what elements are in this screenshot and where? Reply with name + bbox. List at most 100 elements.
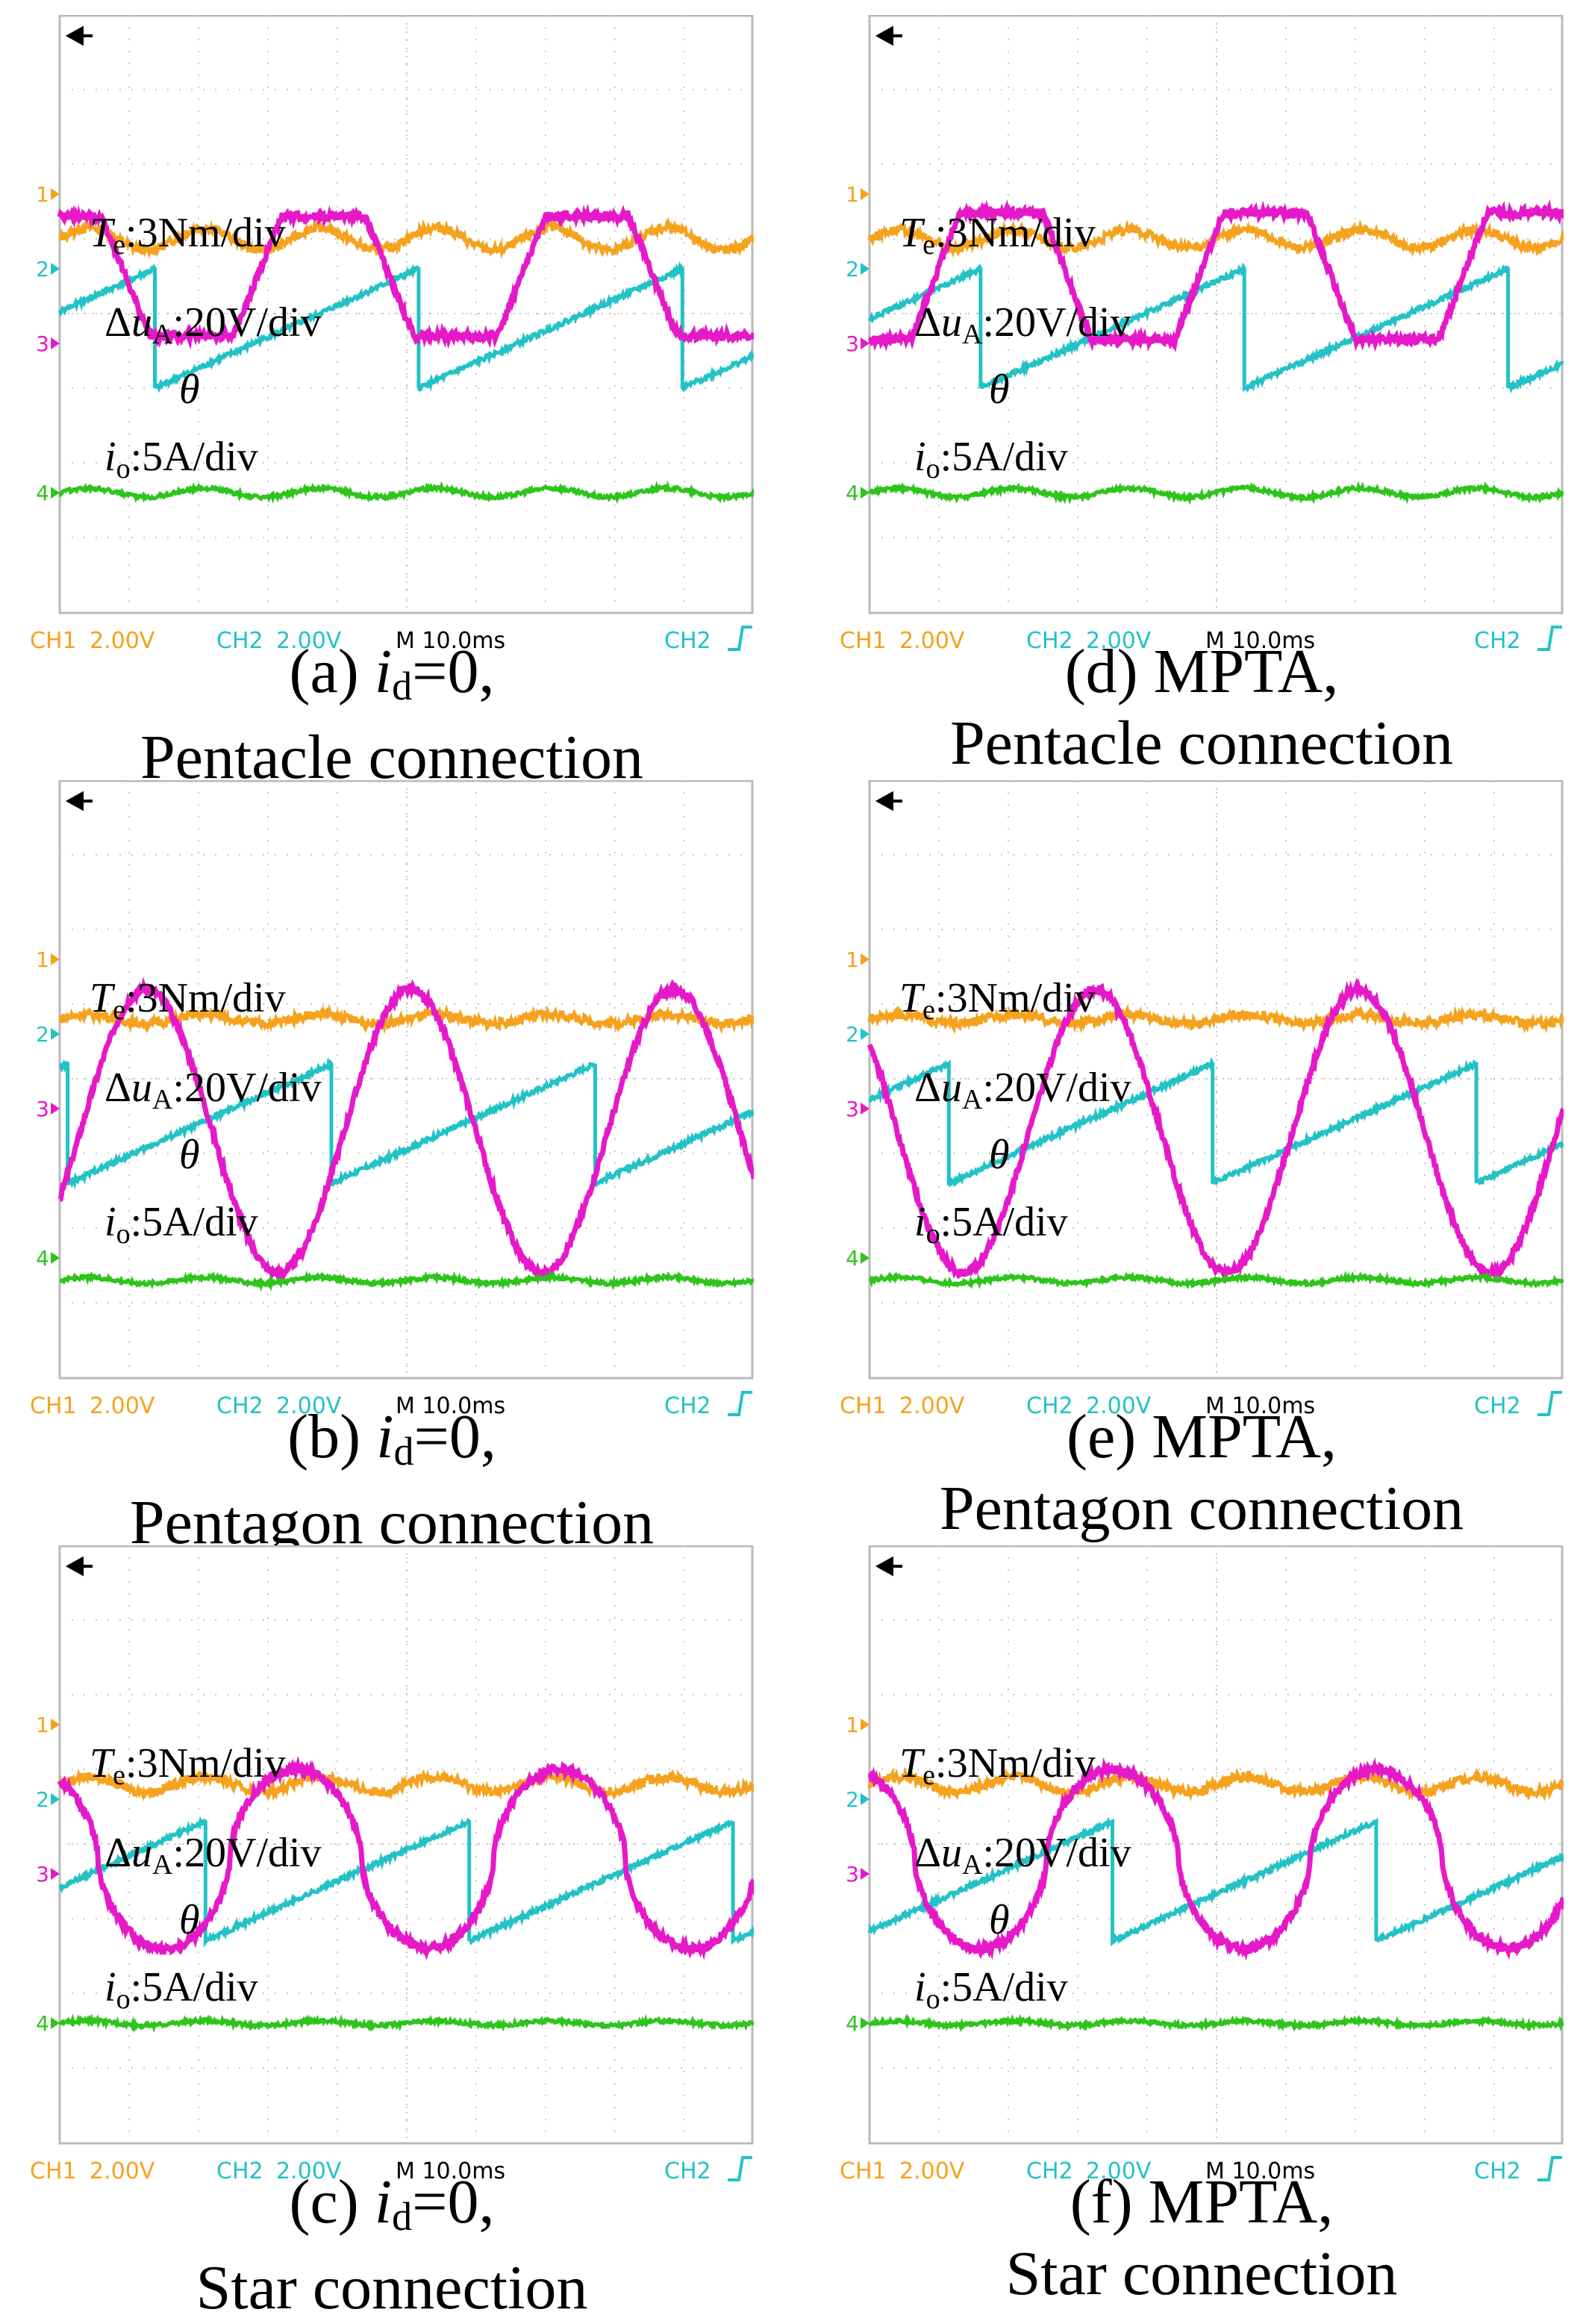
caption-line-1: (f) MPTA,	[1070, 2167, 1334, 2237]
voltage-trace	[57, 203, 754, 350]
channel-marker-arrow-icon	[51, 1252, 60, 1264]
angle-trace	[58, 1816, 754, 1948]
status-ch1: CH1	[840, 2158, 887, 2184]
angle-label: θ	[179, 367, 200, 413]
status-trigger-source: CH2	[1474, 1393, 1521, 1419]
channel-marker-4: 4	[36, 481, 49, 505]
channel-marker-arrow-icon	[51, 953, 60, 965]
trigger-position-icon	[875, 1556, 902, 1577]
status-timebase: M 10.0ms	[1205, 2158, 1315, 2184]
channel-marker-arrow-icon	[861, 487, 870, 499]
voltage-label: ΔuA:20V/div	[104, 299, 322, 350]
status-ch2-scale: 2.00V	[276, 1393, 342, 1419]
channel-marker-1: 1	[846, 182, 859, 207]
channel-marker-3: 3	[846, 1862, 859, 1887]
status-ch1: CH1	[840, 628, 887, 654]
caption-line-2: Star connection	[1005, 2239, 1398, 2308]
channel-marker-1: 1	[36, 182, 49, 207]
caption-line-2: Star connection	[196, 2253, 588, 2323]
caption-line-1: (e) MPTA,	[1067, 1402, 1337, 1471]
status-trigger-source: CH2	[1474, 628, 1521, 654]
status-ch2: CH2	[216, 628, 263, 654]
channel-marker-3: 3	[36, 1862, 49, 1887]
status-ch1: CH1	[30, 1393, 77, 1419]
status-ch2-scale: 2.00V	[276, 2158, 342, 2184]
channel-marker-2: 2	[36, 1022, 49, 1047]
status-ch1: CH1	[30, 628, 77, 654]
angle-label: θ	[179, 1132, 200, 1178]
channel-marker-2: 2	[36, 257, 49, 281]
status-trigger-source: CH2	[664, 1393, 711, 1419]
current-label: io:5A/div	[104, 434, 258, 485]
voltage-trace	[867, 976, 1564, 1285]
trigger-edge-icon	[1537, 2156, 1562, 2181]
torque-label: Te:3Nm/div	[899, 975, 1096, 1026]
scope-screen: 1 2 3 4 Te:3Nm/div θ ΔuA:20V/div io:5A/div CH1 2.…	[840, 780, 1564, 1419]
caption-line-1: (c) id=0,	[289, 2167, 495, 2239]
trigger-edge-icon	[1537, 626, 1562, 651]
channel-marker-arrow-icon	[861, 1103, 870, 1115]
scope-screen: 1 2 3 4 Te:3Nm/div θ ΔuA:20V/div io:5A/div CH1 2.…	[30, 780, 754, 1419]
torque-label: Te:3Nm/div	[899, 1740, 1096, 1791]
status-ch2: CH2	[1026, 628, 1073, 654]
status-ch1-scale: 2.00V	[90, 1393, 155, 1419]
current-trace	[867, 481, 1564, 505]
channel-marker-arrow-icon	[861, 1028, 870, 1040]
voltage-label: ΔuA:20V/div	[104, 1830, 322, 1881]
status-timebase: M 10.0ms	[1205, 1393, 1315, 1419]
channel-marker-3: 3	[846, 1097, 859, 1121]
status-ch1-scale: 2.00V	[899, 1393, 965, 1419]
panel-e: 1 2 3 4 Te:3Nm/div θ ΔuA:20V/div io:5A/div CH1 2.…	[840, 780, 1564, 1543]
panel-caption: (f) MPTA, Star connection	[840, 2166, 1564, 2310]
panel-c: 1 2 3 4 Te:3Nm/div θ ΔuA:20V/div io:5A/div CH1 2.…	[30, 1545, 754, 2323]
channel-marker-2: 2	[36, 1787, 49, 1812]
status-trigger-source: CH2	[664, 2158, 711, 2184]
torque-label: Te:3Nm/div	[90, 975, 286, 1026]
status-ch1: CH1	[840, 1393, 887, 1419]
channel-marker-arrow-icon	[861, 1793, 870, 1805]
channel-marker-4: 4	[846, 481, 859, 505]
panel-caption: (d) MPTA, Pentacle connection	[840, 636, 1564, 779]
angle-label: θ	[989, 367, 1010, 413]
channel-marker-arrow-icon	[861, 1252, 870, 1264]
voltage-trace	[867, 1757, 1564, 1961]
channel-marker-1: 1	[846, 1713, 859, 1737]
channel-marker-1: 1	[36, 947, 49, 972]
status-ch2: CH2	[216, 2158, 263, 2184]
panel-f: 1 2 3 4 Te:3Nm/div θ ΔuA:20V/div io:5A/div CH1 2.…	[840, 1545, 1564, 2308]
channel-marker-arrow-icon	[51, 487, 60, 499]
status-ch2-scale: 2.00V	[1086, 628, 1152, 654]
voltage-label: ΔuA:20V/div	[914, 1830, 1131, 1881]
angle-label: θ	[989, 1132, 1010, 1178]
channel-marker-3: 3	[846, 331, 859, 356]
channel-marker-arrow-icon	[51, 1793, 60, 1805]
channel-marker-arrow-icon	[861, 2017, 870, 2029]
channel-marker-4: 4	[846, 2011, 859, 2036]
status-ch1-scale: 2.00V	[899, 628, 965, 654]
status-ch1-scale: 2.00V	[90, 628, 155, 654]
channel-marker-2: 2	[846, 1787, 859, 1812]
channel-marker-arrow-icon	[51, 337, 60, 349]
current-label: io:5A/div	[104, 1964, 258, 2015]
channel-marker-4: 4	[36, 1246, 49, 1271]
channel-marker-arrow-icon	[861, 188, 870, 200]
scope-screen: 1 2 3 4 Te:3Nm/div θ ΔuA:20V/div io:5A/div CH1 2.…	[840, 1545, 1564, 2184]
trigger-edge-icon	[728, 2156, 752, 2181]
channel-marker-2: 2	[846, 257, 859, 281]
angle-label: θ	[989, 1897, 1010, 1943]
current-trace	[868, 1270, 1564, 1290]
scope-screen: 1 2 3 4 Te:3Nm/div θ ΔuA:20V/div io:5A/div CH1 2.…	[30, 15, 754, 654]
angle-trace	[868, 1056, 1564, 1188]
status-timebase: M 10.0ms	[1205, 628, 1315, 654]
torque-trace	[57, 1766, 754, 1802]
voltage-trace	[57, 1755, 754, 1960]
angle-label: θ	[179, 1897, 200, 1943]
status-ch2-scale: 2.00V	[1086, 1393, 1152, 1419]
channel-marker-arrow-icon	[51, 1719, 60, 1730]
channel-marker-arrow-icon	[861, 1868, 870, 1880]
torque-trace	[867, 1003, 1564, 1035]
channel-marker-2: 2	[846, 1022, 859, 1047]
angle-trace	[58, 1056, 754, 1190]
caption-line-1: (b) id=0,	[287, 1402, 496, 1474]
current-trace	[868, 2013, 1564, 2033]
